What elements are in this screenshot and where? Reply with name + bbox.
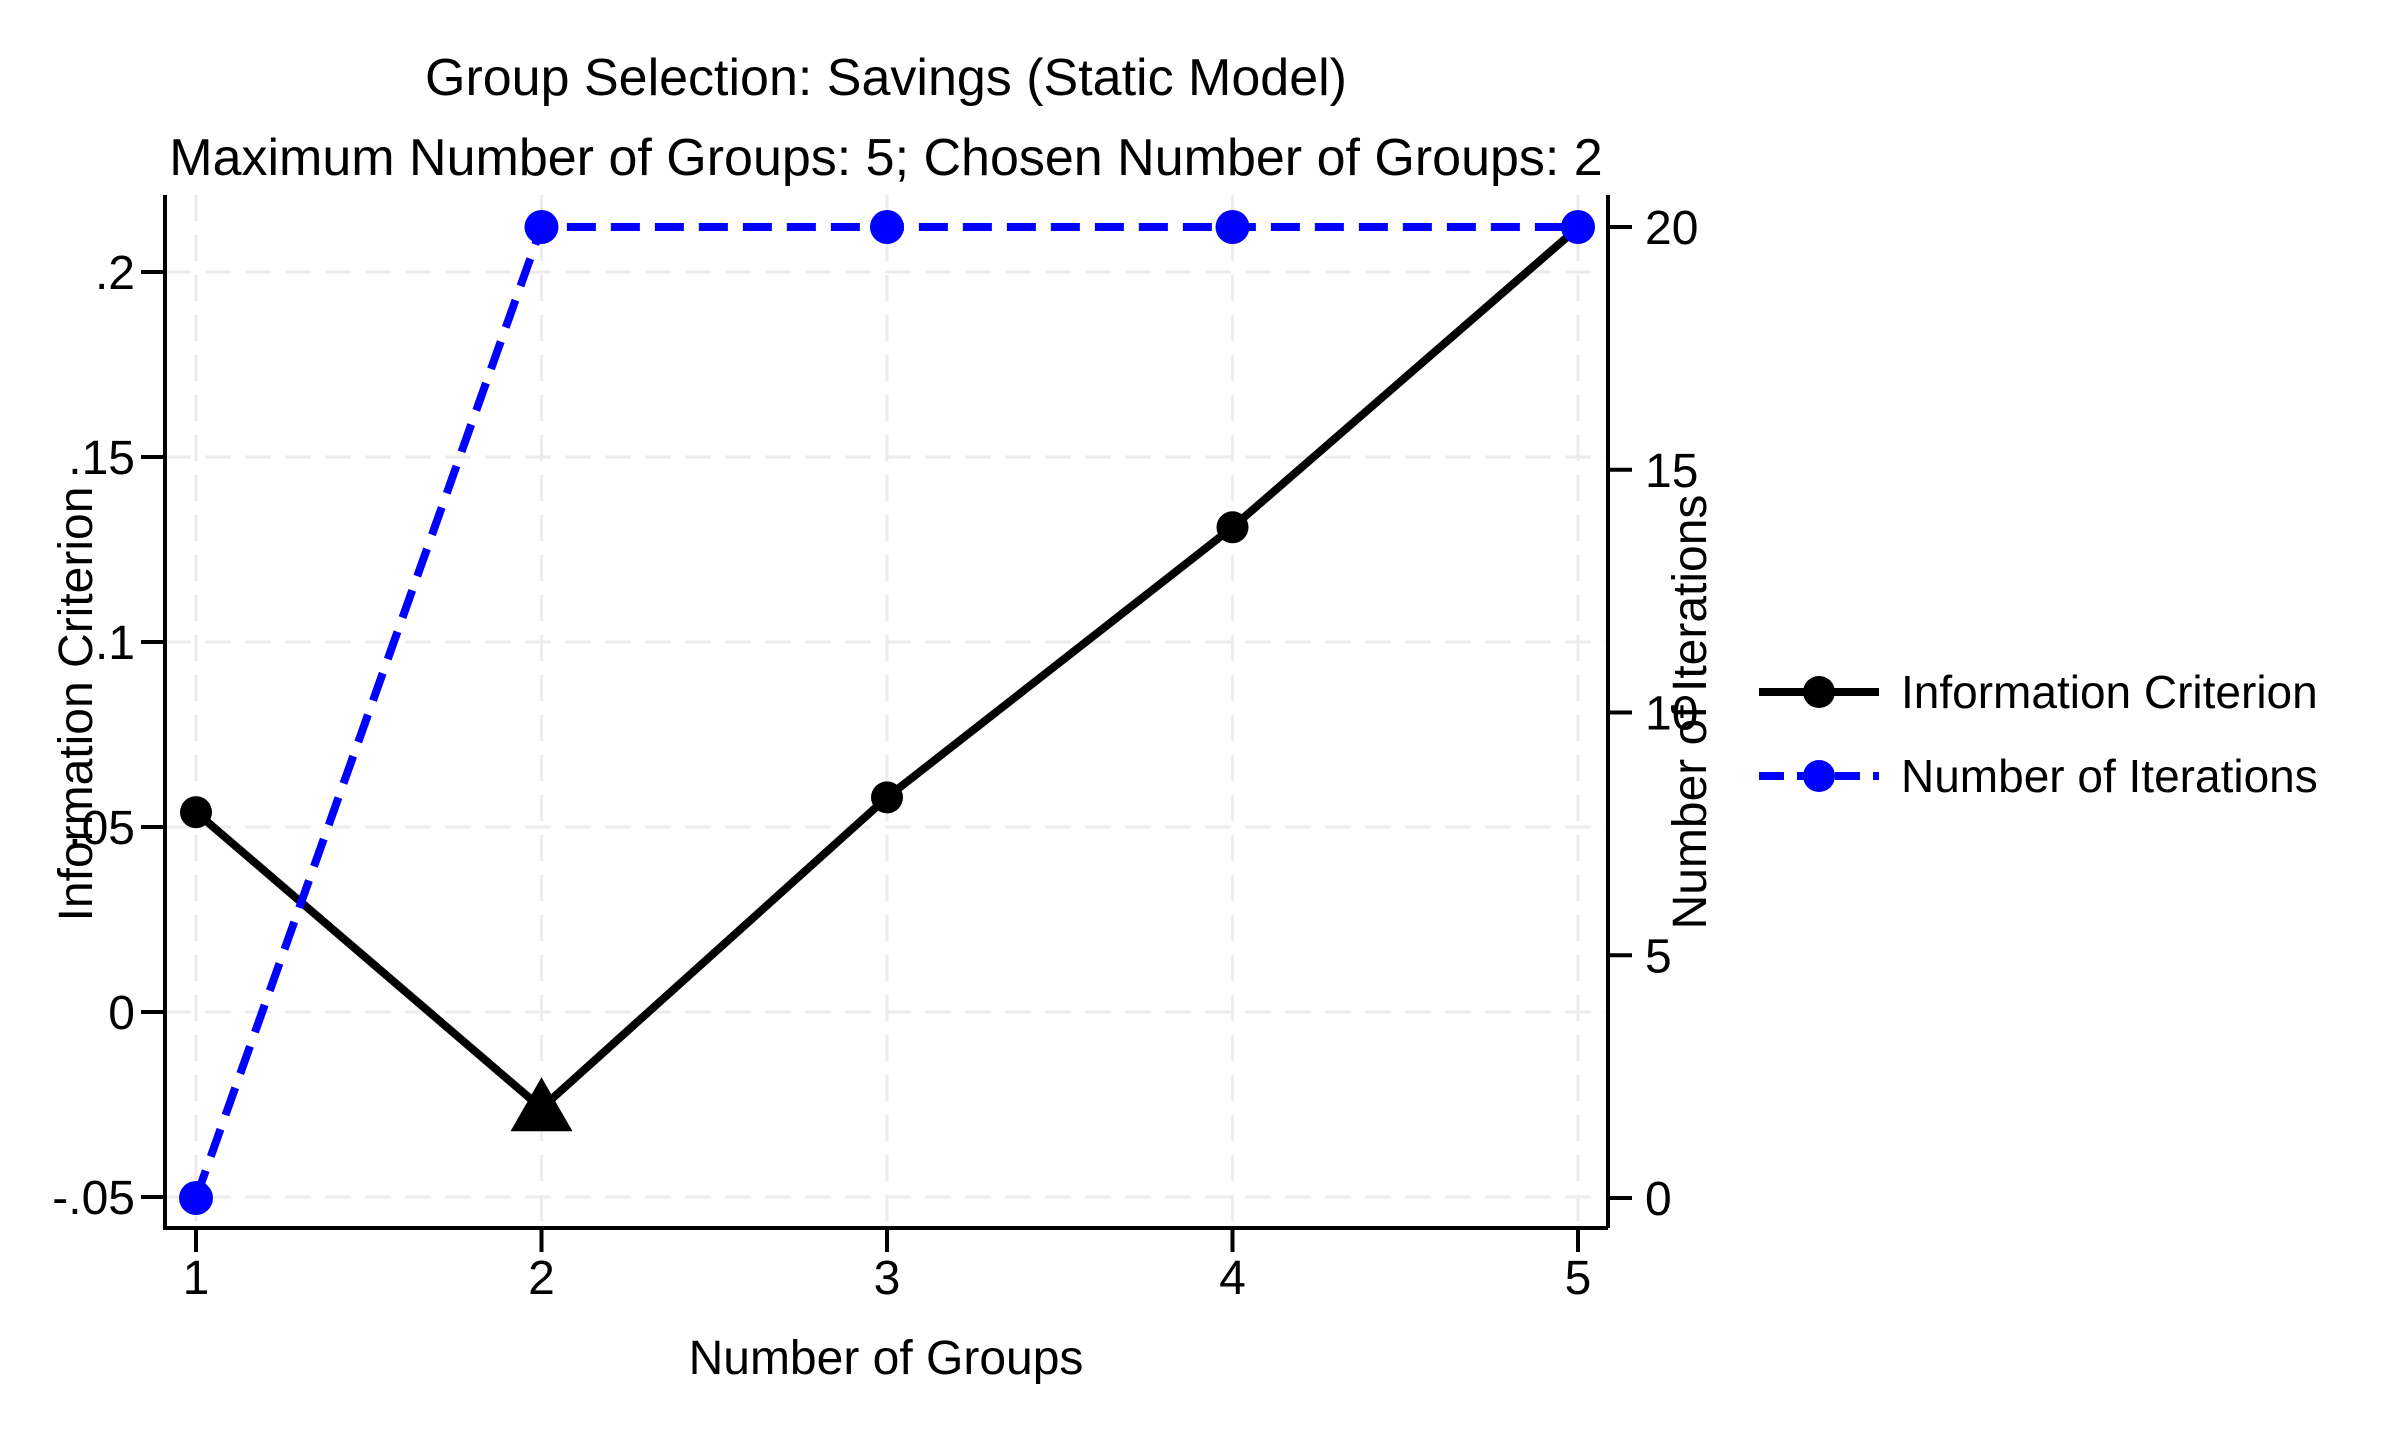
- series-number-of-iterations-marker: [870, 210, 904, 244]
- x-axis-tick-label: 5: [1565, 1252, 1592, 1305]
- series-number-of-iterations-marker: [1561, 210, 1595, 244]
- y-axis-right-tick-label: 15: [1645, 445, 1698, 498]
- series-number-of-iterations-marker: [1215, 210, 1250, 244]
- legend-marker-information-criterion-icon: [1803, 676, 1835, 708]
- series-information-criterion-marker: [871, 781, 903, 814]
- chosen-group-triangle-marker: [510, 1077, 573, 1132]
- legend-swatch-information-criterion: [1759, 676, 1879, 708]
- legend-swatch-number-of-iterations: [1759, 760, 1879, 792]
- legend-item-number-of-iterations: Number of Iterations: [1757, 750, 2318, 802]
- x-axis-tick-label: 4: [1219, 1252, 1246, 1305]
- x-axis-tick-label: 1: [183, 1252, 210, 1305]
- x-axis-tick-label: 3: [874, 1252, 901, 1305]
- y-axis-left-tick-label: -.05: [52, 1172, 135, 1225]
- y-axis-right-tick-label: 10: [1645, 688, 1698, 741]
- y-axis-right-tick-label: 5: [1645, 930, 1672, 983]
- series-information-criterion-marker: [180, 796, 212, 829]
- data-series: [179, 210, 1595, 1215]
- y-axis-right-tick-label: 0: [1645, 1173, 1672, 1226]
- y-axis-right-title: Number of Iterations: [1664, 495, 1717, 930]
- series-information-criterion-marker: [1216, 511, 1249, 544]
- series-number-of-iterations-marker: [524, 210, 559, 244]
- x-axis-tick-label: 2: [528, 1252, 555, 1305]
- y-axis-left-tick-label: 0: [108, 987, 135, 1040]
- chart-title: Group Selection: Savings (Static Model): [425, 49, 1347, 107]
- legend: Information Criterion Number of Iteratio…: [1757, 666, 2318, 838]
- series-number-of-iterations-marker: [179, 1181, 213, 1215]
- legend-item-information-criterion: Information Criterion: [1757, 666, 2318, 718]
- legend-label-information-criterion: Information Criterion: [1901, 666, 2318, 718]
- y-axis-left-tick-label: .1: [95, 617, 135, 670]
- x-axis-title: Number of Groups: [689, 1332, 1084, 1385]
- y-axis-left-tick-label: .15: [68, 432, 135, 485]
- legend-label-number-of-iterations: Number of Iterations: [1901, 750, 2318, 802]
- legend-marker-number-of-iterations-icon: [1803, 760, 1835, 792]
- gridlines: [165, 195, 1608, 1228]
- y-axis-left-tick-label: .05: [68, 802, 135, 855]
- chart-subtitle: Maximum Number of Groups: 5; Chosen Numb…: [169, 129, 1602, 187]
- y-axis-left-tick-label: .2: [95, 247, 135, 300]
- y-axis-right-tick-label: 20: [1645, 202, 1698, 255]
- y-axis-left-title: Information Criterion: [50, 487, 103, 922]
